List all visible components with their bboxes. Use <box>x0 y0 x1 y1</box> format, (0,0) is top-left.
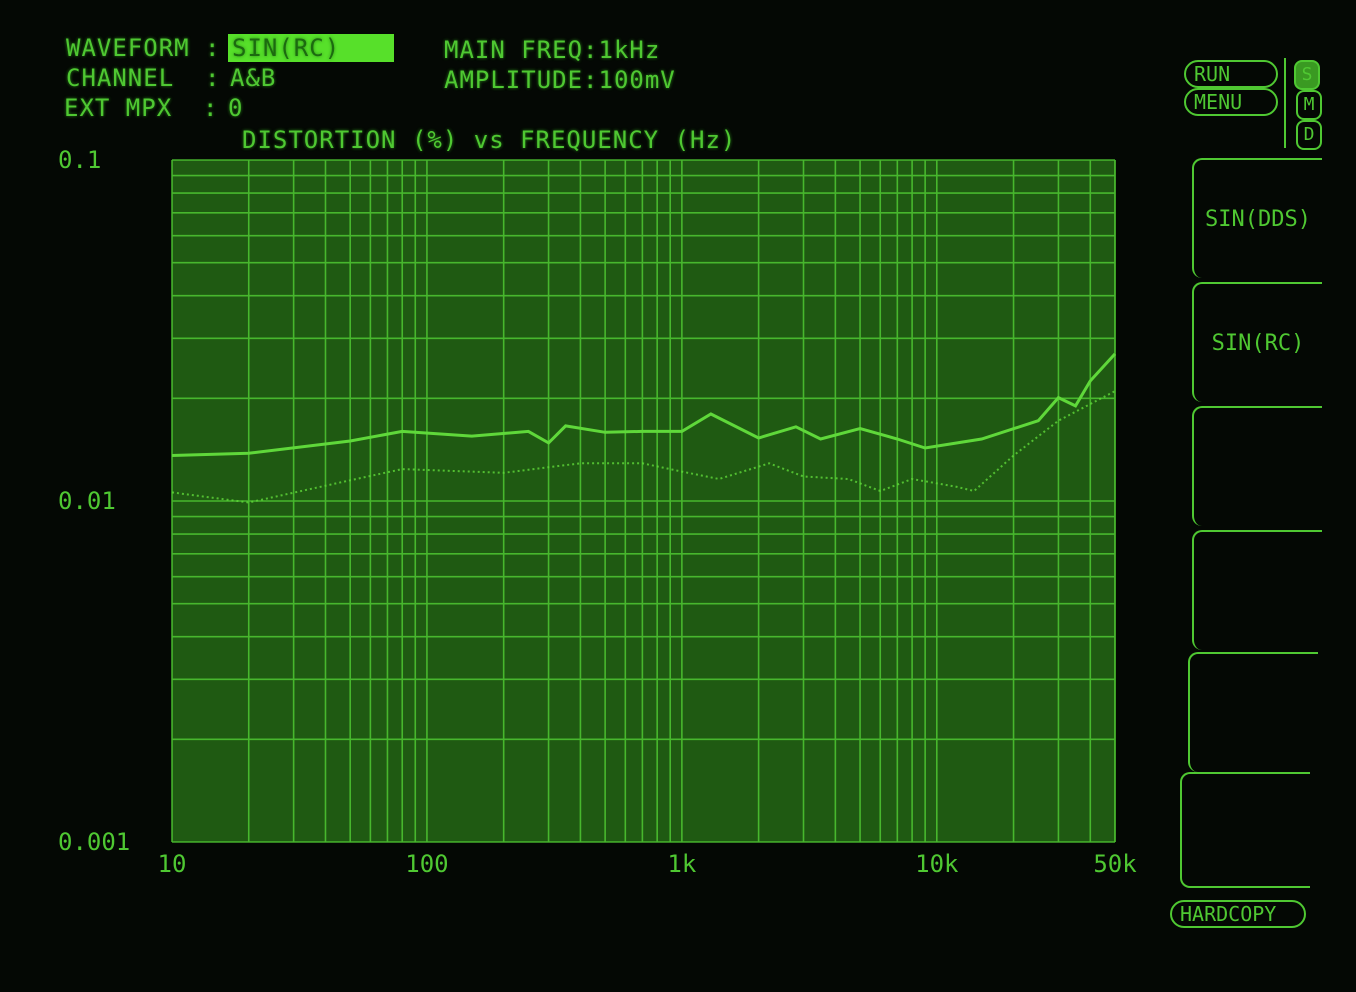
channel-label: CHANNEL : <box>66 64 221 92</box>
mode-m[interactable]: M <box>1296 90 1322 120</box>
channel-value: A&B <box>230 64 277 92</box>
grid <box>171 159 1116 843</box>
hardcopy-button[interactable]: HARDCOPY <box>1170 900 1306 928</box>
series-line-solid <box>171 352 1117 457</box>
menu-button[interactable]: MENU <box>1184 88 1278 116</box>
softkey-4[interactable] <box>1192 530 1322 650</box>
y-tick-label: 0.001 <box>58 828 130 856</box>
mode-divider <box>1284 58 1286 148</box>
y-tick-label: 0.01 <box>58 487 116 515</box>
softkey-5[interactable] <box>1188 652 1318 772</box>
main-freq: MAIN FREQ:1kHz <box>444 36 661 64</box>
run-button[interactable]: RUN <box>1184 60 1278 88</box>
softkey-sin-dds[interactable]: SIN(DDS) <box>1192 158 1322 278</box>
chart-title: DISTORTION (%) vs FREQUENCY (Hz) <box>242 126 737 154</box>
x-tick-label: 50k <box>1093 850 1137 878</box>
extmpx-label: EXT MPX : <box>64 94 219 122</box>
softkey-sin-rc[interactable]: SIN(RC) <box>1192 282 1322 402</box>
amplitude: AMPLITUDE:100mV <box>444 66 676 94</box>
y-tick-label: 0.1 <box>58 146 101 174</box>
x-tick-label: 10 <box>158 850 187 878</box>
waveform-label: WAVEFORM : <box>66 34 221 62</box>
mode-s[interactable]: S <box>1294 60 1320 90</box>
softkey-3[interactable] <box>1192 406 1322 526</box>
extmpx-value: 0 <box>228 94 244 122</box>
softkey-6[interactable] <box>1180 772 1310 888</box>
waveform-value[interactable]: SIN(RC) <box>228 34 394 62</box>
x-tick-label: 100 <box>405 850 448 878</box>
x-tick-label: 10k <box>915 850 959 878</box>
mode-d[interactable]: D <box>1296 120 1322 150</box>
x-tick-label: 1k <box>667 850 696 878</box>
